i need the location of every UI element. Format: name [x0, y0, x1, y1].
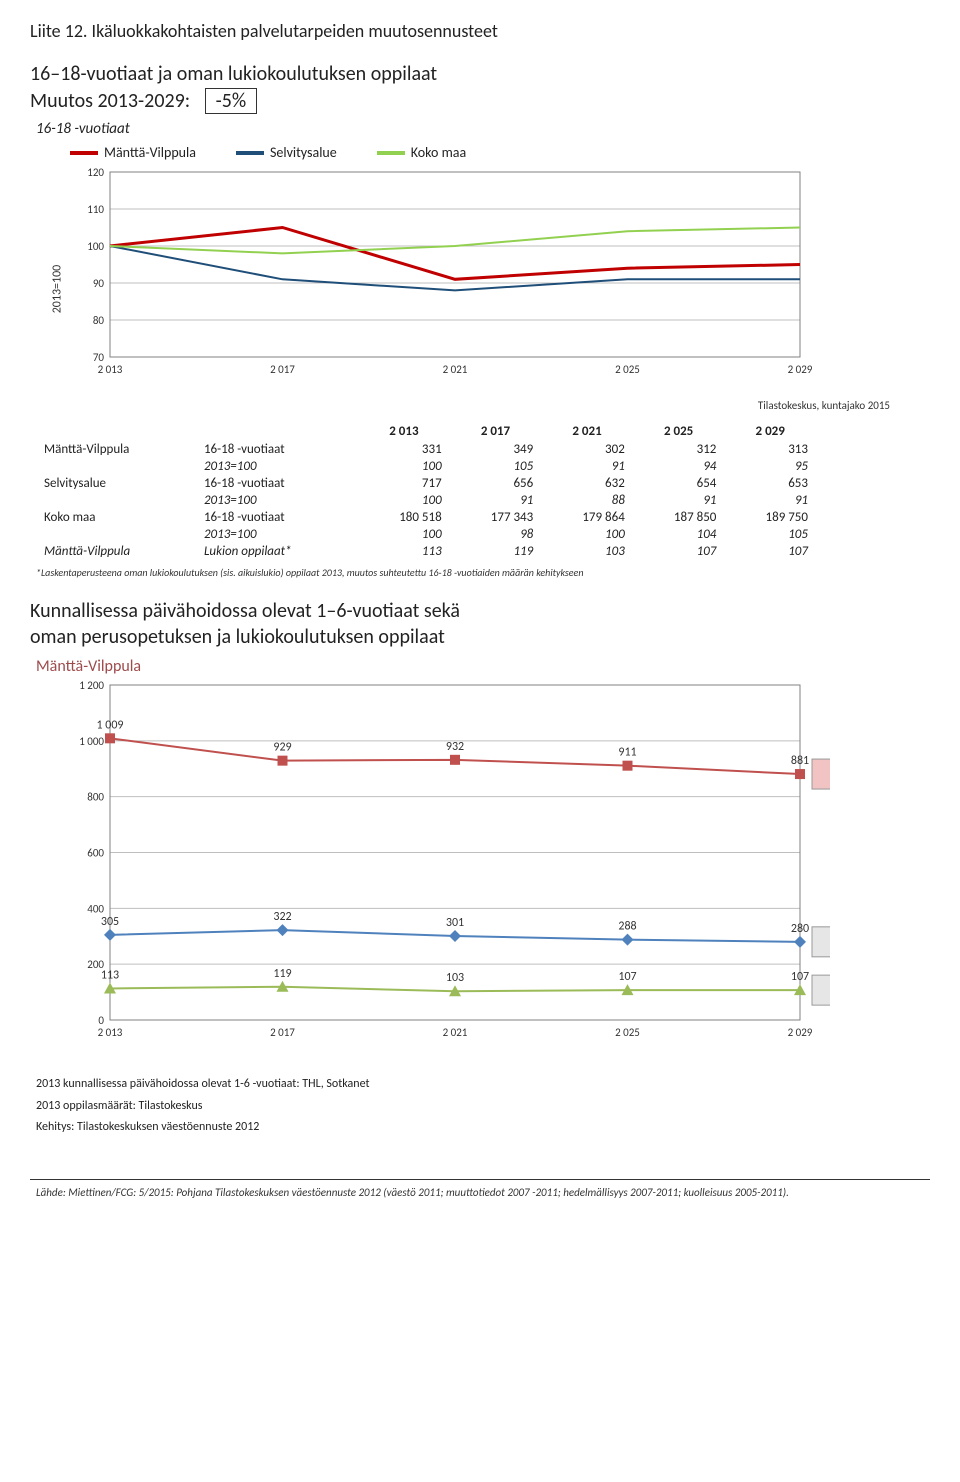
chart2: 02004006008001 0001 2002 0132 0172 0212 … — [70, 680, 830, 1060]
svg-text:113: 113 — [101, 968, 119, 982]
svg-text:107: 107 — [618, 970, 636, 984]
source-note-line: 2013 oppilasmäärät: Tilastokeskus — [36, 1096, 930, 1118]
legend-swatch — [377, 151, 405, 155]
svg-text:2 029: 2 029 — [788, 1026, 813, 1039]
chart1-title: 16–18-vuotiaat ja oman lukiokoulutuksen … — [30, 62, 930, 86]
svg-text:107: 107 — [791, 970, 809, 984]
chart1-ylabel: 2013=100 — [50, 265, 64, 314]
source-note-line: Kehitys: Tilastokeskuksen väestöennuste … — [36, 1117, 930, 1139]
svg-text:2 025: 2 025 — [615, 1026, 640, 1039]
muutos-row: Muutos 2013-2029: -5% — [30, 88, 930, 114]
svg-text:322: 322 — [273, 910, 291, 924]
svg-text:103: 103 — [446, 971, 464, 985]
muutos-value: -5% — [205, 88, 258, 114]
svg-text:881: 881 — [791, 754, 809, 768]
data-table: 2 0132 0172 0212 0252 029Mänttä-Vilppula… — [36, 422, 816, 560]
muutos-label: Muutos 2013-2029: — [30, 89, 190, 113]
svg-text:1 200: 1 200 — [79, 680, 104, 692]
svg-text:301: 301 — [446, 916, 464, 930]
svg-text:120: 120 — [87, 167, 104, 179]
svg-text:2 021: 2 021 — [443, 363, 468, 376]
source-notes: 2013 kunnallisessa päivähoidossa olevat … — [36, 1074, 930, 1139]
chart1-svg: 7080901001101202 0132 0172 0212 0252 029 — [70, 167, 830, 397]
chart1-subtitle: 16-18 -vuotiaat — [36, 120, 930, 138]
svg-text:90: 90 — [93, 277, 105, 290]
svg-text:2 013: 2 013 — [98, 363, 123, 376]
svg-text:2 017: 2 017 — [270, 363, 295, 376]
legend-swatch — [70, 151, 98, 155]
table-footnote: *Laskentaperusteena oman lukiokoulutukse… — [36, 566, 930, 579]
legend-item: Selvitysalue — [236, 144, 337, 161]
svg-text:932: 932 — [446, 740, 464, 754]
svg-text:2 017: 2 017 — [270, 1026, 295, 1039]
svg-text:110: 110 — [87, 203, 104, 216]
chart2-svg: 02004006008001 0001 2002 0132 0172 0212 … — [70, 680, 830, 1060]
svg-text:119: 119 — [273, 967, 291, 981]
bottom-source: Lähde: Miettinen/FCG: 5/2015: Pohjana Ti… — [30, 1179, 930, 1199]
legend-item: Koko maa — [377, 144, 466, 161]
legend-label: Mänttä-Vilppula — [104, 144, 196, 161]
chart2-title-line2: oman perusopetuksen ja lukiokoulutuksen … — [30, 625, 930, 649]
svg-text:305: 305 — [101, 915, 119, 929]
legend-label: Selvitysalue — [270, 144, 337, 161]
chart1-legend: Mänttä-Vilppula Selvitysalue Koko maa — [70, 144, 930, 161]
chart1-caption: Tilastokeskus, kuntajako 2015 — [30, 399, 890, 412]
chart2-title-line1: Kunnallisessa päivähoidossa olevat 1–6-v… — [30, 599, 930, 623]
svg-text:1 009: 1 009 — [96, 718, 123, 732]
legend-label: Koko maa — [411, 144, 466, 161]
svg-text:2 029: 2 029 — [788, 363, 813, 376]
svg-text:800: 800 — [87, 791, 104, 804]
svg-text:2 021: 2 021 — [443, 1026, 468, 1039]
svg-text:929: 929 — [273, 741, 291, 755]
svg-text:280: 280 — [791, 922, 809, 936]
svg-text:911: 911 — [618, 746, 636, 760]
svg-text:600: 600 — [87, 847, 104, 860]
source-note-line: 2013 kunnallisessa päivähoidossa olevat … — [36, 1074, 930, 1096]
svg-text:100: 100 — [87, 240, 104, 253]
chart2-subtitle: Mänttä-Vilppula — [36, 657, 930, 676]
legend-swatch — [236, 151, 264, 155]
svg-text:1 000: 1 000 — [79, 735, 104, 748]
svg-text:288: 288 — [618, 920, 636, 934]
legend-item: Mänttä-Vilppula — [70, 144, 196, 161]
svg-text:80: 80 — [93, 314, 105, 327]
page-header: Liite 12. Ikäluokkakohtaisten palvelutar… — [30, 20, 930, 42]
svg-text:2 013: 2 013 — [98, 1026, 123, 1039]
svg-text:400: 400 — [87, 902, 104, 915]
chart1: 2013=100 7080901001101202 0132 0172 0212… — [70, 167, 830, 397]
svg-text:2 025: 2 025 — [615, 363, 640, 376]
